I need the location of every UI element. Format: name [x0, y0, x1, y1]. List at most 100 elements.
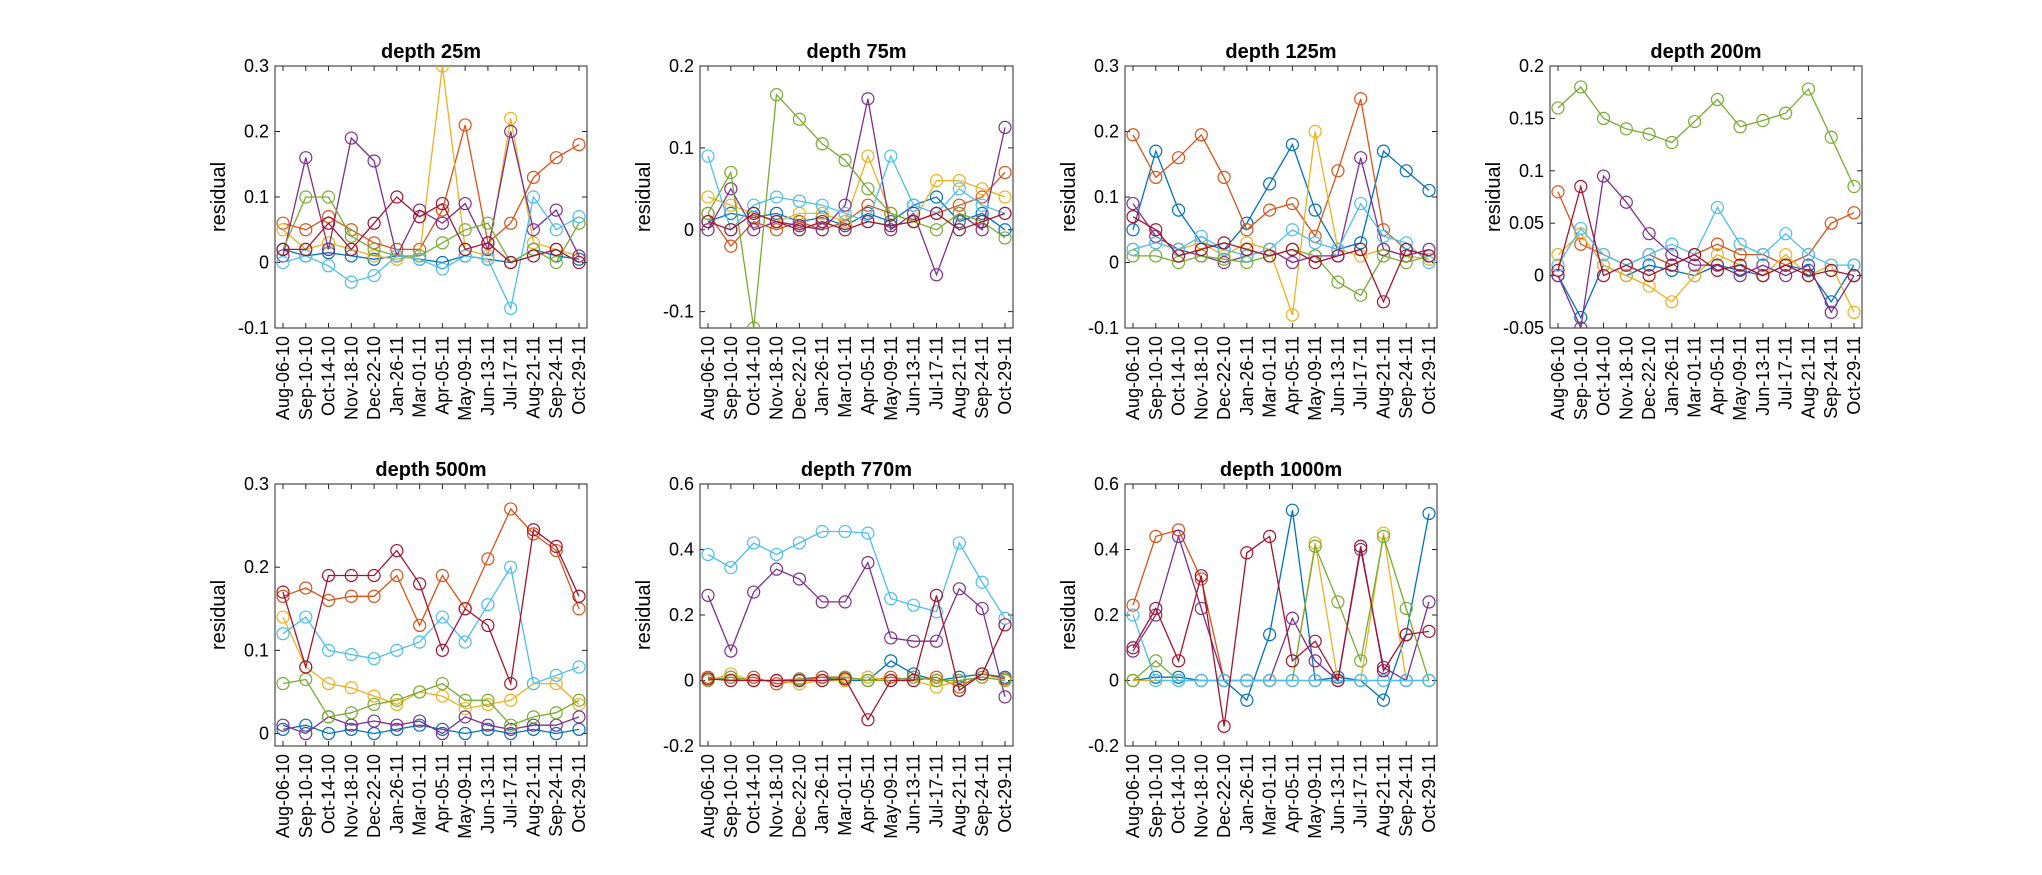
- data-point: [1194, 128, 1208, 142]
- data-point: [792, 223, 806, 237]
- y-axis-label: residual: [1483, 162, 1505, 232]
- x-tick-label: Jun-13-11: [478, 336, 498, 416]
- y-tick-label: 0.05: [1509, 213, 1544, 233]
- data-point: [1149, 529, 1163, 544]
- series-line: [707, 530, 1006, 619]
- data-point: [321, 259, 336, 273]
- x-tick-label: Mar-01-11: [835, 336, 855, 418]
- data-point: [572, 255, 586, 270]
- data-point: [299, 660, 313, 674]
- data-point: [526, 249, 541, 263]
- data-point: [344, 275, 358, 289]
- data-point: [1240, 546, 1254, 560]
- data-point: [1574, 179, 1588, 194]
- data-point: [769, 673, 784, 688]
- x-tick-label: Sep-10-10: [1146, 754, 1166, 838]
- data-point: [1331, 275, 1345, 289]
- data-point: [413, 618, 427, 632]
- data-point: [769, 562, 784, 576]
- x-tick-label: Aug-21-11: [949, 754, 969, 837]
- data-point: [458, 701, 472, 716]
- x-tick-label: May-09-11: [455, 754, 475, 839]
- data-point: [367, 697, 381, 712]
- data-point: [998, 690, 1012, 704]
- data-point: [344, 568, 358, 583]
- data-point: [952, 182, 966, 196]
- data-point: [549, 151, 563, 165]
- data-point: [1376, 144, 1391, 158]
- x-tick-label: Jan-26-11: [812, 754, 832, 834]
- data-point: [367, 689, 381, 703]
- data-point: [1733, 248, 1747, 262]
- data-point: [1126, 608, 1140, 622]
- data-point: [747, 536, 761, 550]
- data-point: [1171, 151, 1186, 165]
- x-tick-label: May-09-11: [881, 336, 901, 421]
- data-point: [1149, 236, 1163, 250]
- x-tick-label: Mar-01-11: [1685, 336, 1705, 418]
- data-point: [1688, 269, 1702, 283]
- data-point: [1331, 164, 1345, 178]
- data-point: [1171, 654, 1186, 668]
- x-tick-label: Oct-14-10: [319, 336, 339, 416]
- data-point: [907, 673, 921, 688]
- y-tick-label: -0.1: [663, 302, 694, 322]
- x-tick-label: May-09-11: [1730, 336, 1750, 421]
- x-tick-label: Dec-22-10: [364, 336, 384, 420]
- data-point: [1574, 80, 1588, 94]
- data-point: [572, 138, 586, 152]
- axes-box: [1124, 65, 1438, 329]
- data-point: [998, 206, 1012, 220]
- data-point: [1665, 135, 1679, 150]
- y-tick-label: 0: [684, 220, 694, 240]
- data-point: [435, 66, 449, 73]
- data-point: [1801, 269, 1816, 283]
- data-point: [861, 182, 875, 196]
- data-point: [1126, 223, 1140, 237]
- data-point: [504, 722, 518, 736]
- data-point: [1149, 170, 1163, 184]
- y-tick-label: -0.2: [663, 736, 694, 756]
- data-point: [701, 588, 715, 602]
- data-point: [907, 206, 921, 220]
- data-point: [1285, 196, 1299, 211]
- series-line: [1132, 131, 1430, 316]
- data-point: [884, 223, 898, 237]
- x-tick-label: Nov-18-10: [1191, 336, 1211, 420]
- series-line: [1132, 216, 1430, 304]
- data-point: [321, 643, 336, 657]
- data-point: [1665, 248, 1679, 262]
- series-line: [1132, 510, 1430, 702]
- data-point: [1642, 127, 1656, 141]
- data-point: [504, 726, 518, 741]
- data-point: [815, 198, 829, 212]
- data-point: [1171, 670, 1186, 684]
- data-point: [1194, 601, 1208, 616]
- x-tick-label: Aug-06-10: [273, 336, 293, 420]
- data-point: [276, 627, 290, 641]
- x-tick-label: Nov-18-10: [767, 754, 787, 838]
- x-tick-label: Jun-13-11: [904, 336, 924, 416]
- data-point: [390, 190, 404, 204]
- subplot: depth 125m residual -0.1 0 0.1 0.2 0.3 Aug-06-1…: [1058, 41, 1439, 421]
- data-point: [952, 536, 966, 550]
- data-point: [1149, 601, 1163, 616]
- data-point: [481, 216, 495, 230]
- data-point: [1263, 628, 1277, 642]
- x-tick-label: Sep-10-10: [296, 336, 316, 420]
- data-point: [321, 710, 336, 724]
- data-point: [572, 660, 586, 674]
- data-point: [1126, 641, 1140, 655]
- data-point: [526, 710, 541, 724]
- y-tick-label: 0.2: [1094, 605, 1119, 625]
- data-point: [1285, 503, 1299, 517]
- data-point: [1399, 601, 1413, 616]
- data-point: [1308, 654, 1322, 668]
- data-point: [907, 198, 921, 212]
- data-point: [321, 726, 336, 741]
- data-point: [1574, 321, 1588, 328]
- chart-title: depth 200m: [1650, 41, 1761, 63]
- data-point: [724, 165, 738, 180]
- y-axis-label: residual: [208, 162, 230, 232]
- x-tick-label: Oct-29-11: [995, 754, 1015, 833]
